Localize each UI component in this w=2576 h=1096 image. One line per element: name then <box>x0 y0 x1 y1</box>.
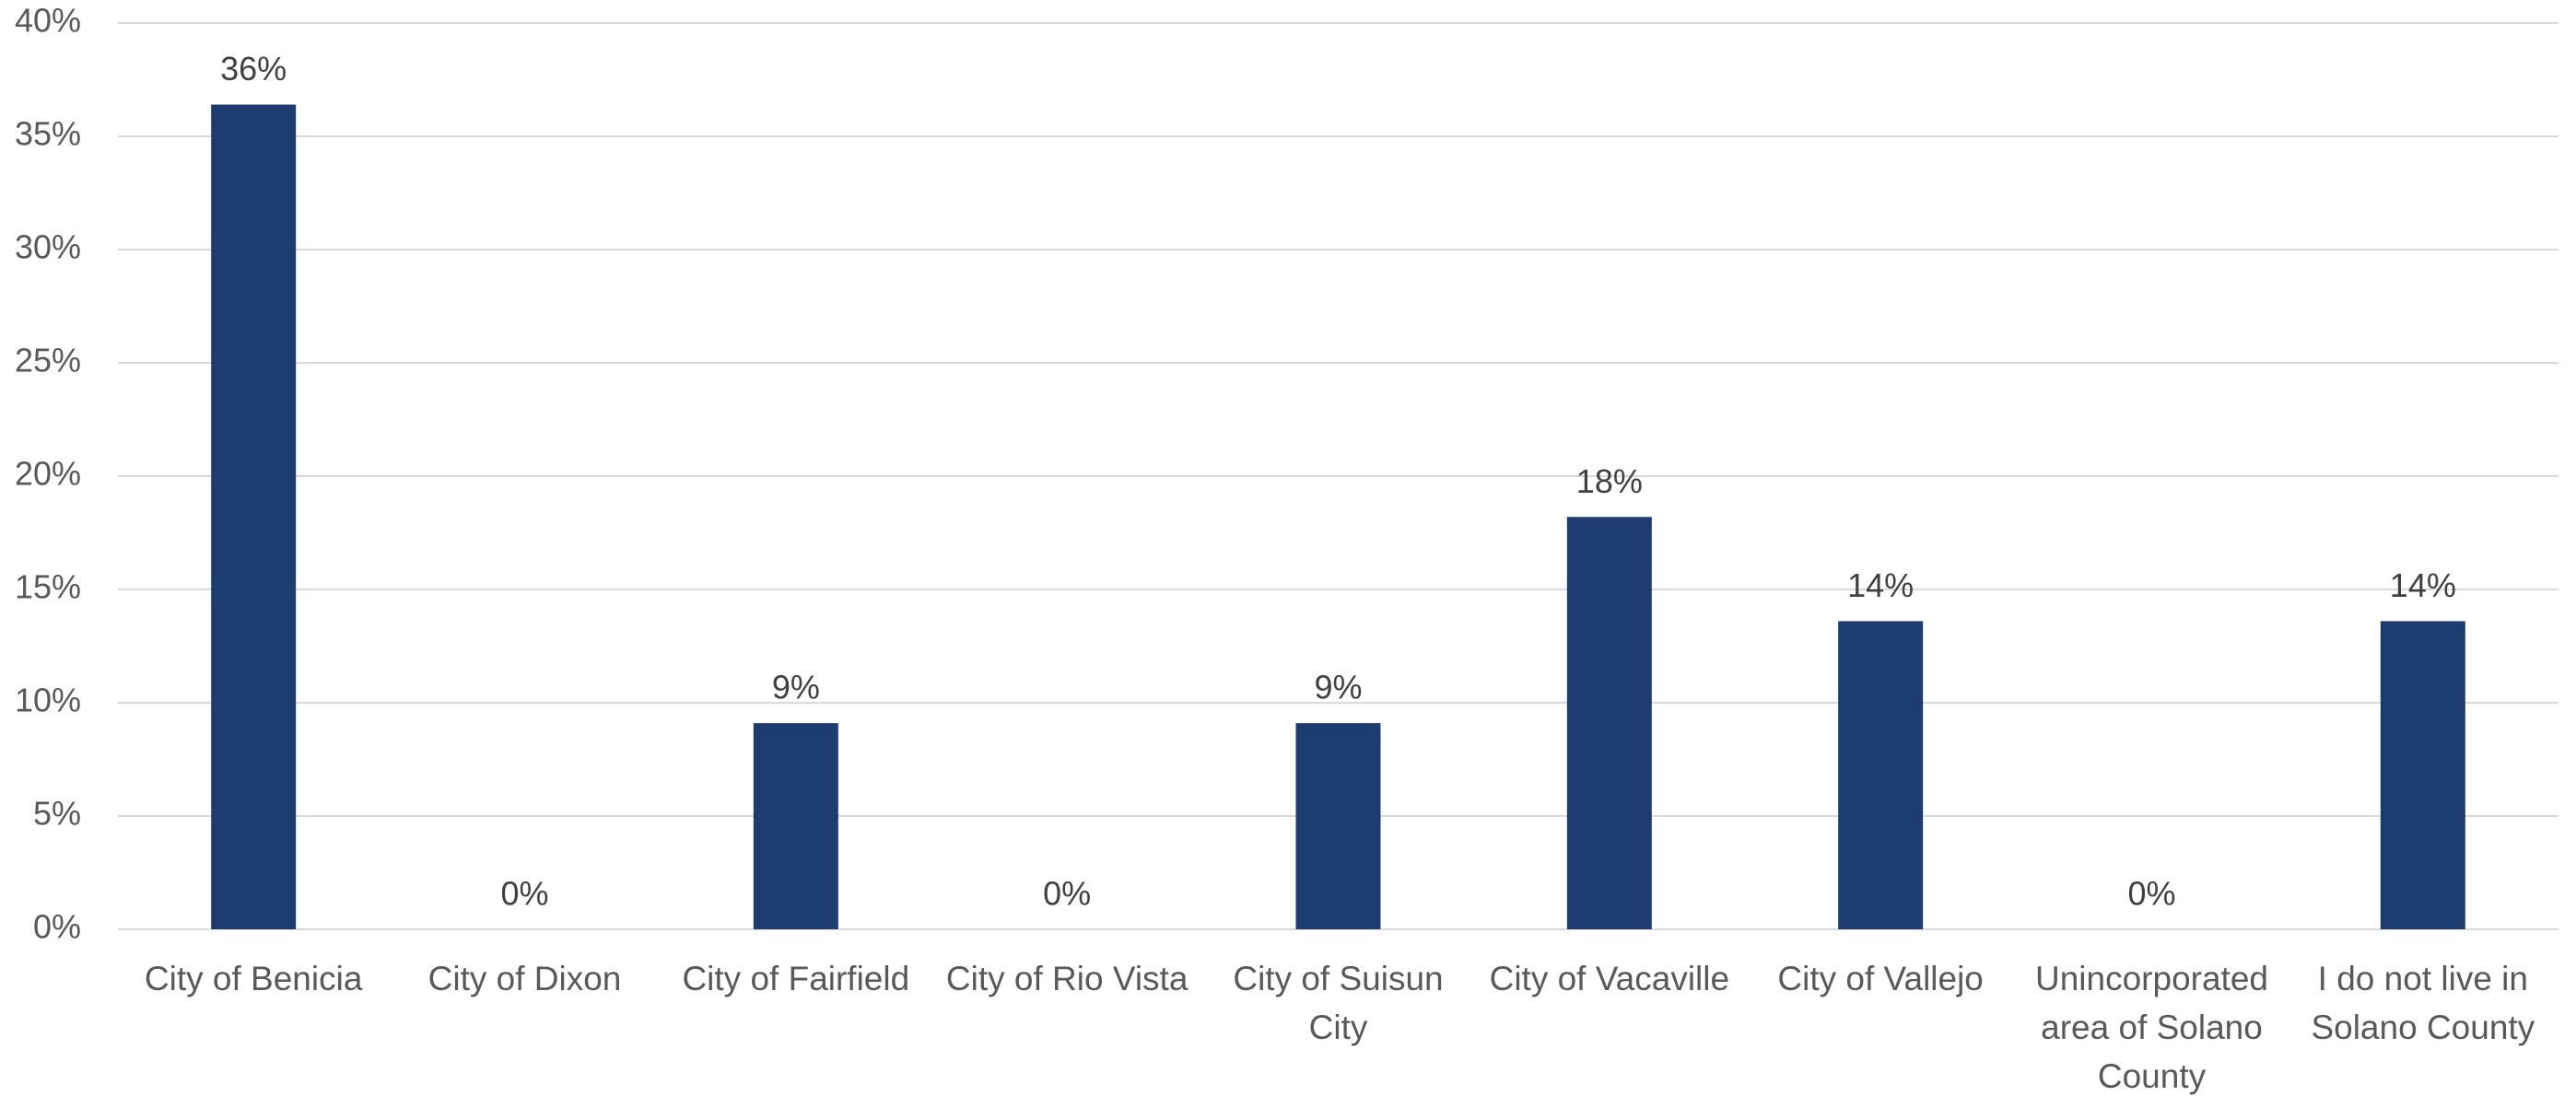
value-label: 0% <box>2127 875 2175 913</box>
x-tick-label: City of Benicia <box>145 960 363 997</box>
y-tick-label: 20% <box>15 455 81 493</box>
x-tick-label: City of Vacaville <box>1490 960 1729 997</box>
x-tick-label: Unincorporated area of Solano County <box>2035 960 2268 1095</box>
value-label: 9% <box>772 669 820 706</box>
bar <box>1838 621 1924 929</box>
y-tick-label: 40% <box>15 2 81 40</box>
y-tick-label: 10% <box>15 682 81 719</box>
bar <box>1566 517 1652 929</box>
y-tick-label: 35% <box>15 115 81 153</box>
y-tick-label: 25% <box>15 342 81 379</box>
bar <box>753 723 838 929</box>
bar <box>1295 723 1381 929</box>
y-tick-label: 15% <box>15 568 81 606</box>
y-tick-label: 0% <box>33 908 81 946</box>
y-tick-label: 5% <box>33 795 81 833</box>
value-label: 14% <box>2390 566 2456 604</box>
x-tick-label: City of Suisun City <box>1233 960 1443 1046</box>
y-tick-label: 30% <box>15 228 81 266</box>
x-tick-label: I do not live in Solano County <box>2311 960 2535 1046</box>
x-tick-label: City of Vallejo <box>1777 960 1983 997</box>
value-label: 18% <box>1576 462 1643 500</box>
bar <box>211 104 297 929</box>
value-label: 14% <box>1847 566 1914 604</box>
x-tick-label: City of Rio Vista <box>946 960 1188 997</box>
value-label: 0% <box>1043 875 1091 913</box>
value-label: 0% <box>500 875 548 913</box>
x-tick-label: City of Fairfield <box>682 960 909 997</box>
value-label: 36% <box>220 50 287 87</box>
x-tick-label: City of Dixon <box>428 960 622 997</box>
value-label: 9% <box>1314 669 1362 706</box>
bar <box>2380 621 2465 929</box>
